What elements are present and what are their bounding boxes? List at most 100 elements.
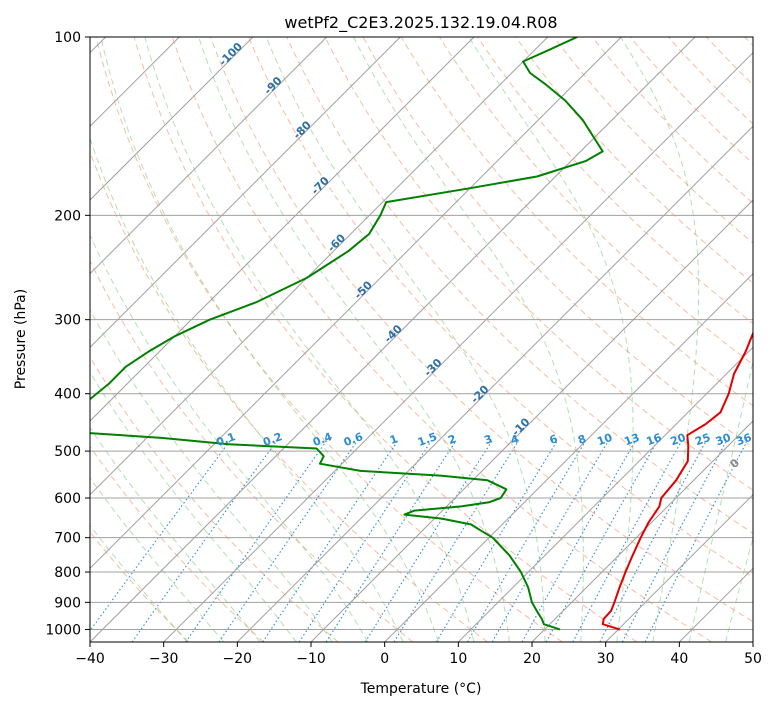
- isotherm-line: [384, 272, 753, 642]
- mixing-ratio-line: [364, 440, 493, 642]
- moist-adiabat-line: [353, 37, 584, 642]
- chart-title: wetPf2_C2E3.2025.132.19.04.R08: [284, 13, 557, 33]
- moist-adiabat-line: [725, 536, 753, 642]
- isotherm-line: [236, 125, 753, 642]
- isotherm-line: [678, 567, 753, 642]
- x-tick-label: 40: [670, 651, 688, 667]
- moist-adiabat-line: [90, 371, 297, 642]
- x-tick-label: −10: [296, 651, 326, 667]
- y-axis-label: Pressure (hPa): [13, 289, 29, 389]
- isotherm-line: [90, 37, 401, 349]
- mixing-ratio-label: 1: [388, 432, 400, 447]
- isotherm-line: [90, 37, 328, 275]
- mixing-ratio-line: [521, 440, 637, 642]
- y-tick-label: 600: [54, 491, 81, 507]
- y-tick-label: 400: [54, 387, 81, 403]
- profiles: [90, 37, 753, 631]
- dry-adiabat-line: [90, 150, 488, 642]
- mixing-ratio-label: 0.6: [342, 430, 365, 449]
- dry-adiabat-line: [171, 37, 712, 642]
- dry-adiabat-label: -50: [352, 278, 375, 301]
- dry-adiabat-line: [515, 37, 753, 284]
- mixing-ratio-line: [262, 440, 399, 642]
- moist-adiabat-label: 10: [762, 490, 775, 510]
- x-tick-label: 0: [380, 651, 389, 667]
- moist-adiabat-line: [620, 37, 700, 642]
- mixing-ratio-line: [185, 440, 328, 642]
- mixing-ratio-label: 0.2: [261, 430, 284, 449]
- mixing-ratio-line: [435, 440, 558, 642]
- y-tick-label: 200: [54, 208, 81, 224]
- moist-adiabat-line: [198, 37, 510, 642]
- mixing-ratio-label: 0.4: [311, 430, 334, 449]
- moist-adiabat-line: [90, 136, 404, 642]
- moist-adiabat-line: [688, 358, 753, 642]
- isoline-labels: -100-90-80-70-60-50-40-30-20-100.1 0.2 0.4…: [215, 40, 775, 510]
- mixing-ratio-label: 30: [714, 431, 733, 449]
- mixing-ratio-line: [545, 440, 659, 642]
- dry-adiabat-line: [591, 37, 753, 204]
- moist-adiabat-line: [90, 308, 333, 642]
- y-tick-label: 300: [54, 313, 81, 329]
- dry-adiabat-line: [629, 37, 753, 165]
- y-tick-label: 100: [54, 30, 81, 46]
- dry-adiabat-line: [248, 37, 753, 578]
- isotherm-line: [605, 493, 753, 642]
- mixing-ratio-label: 36: [734, 431, 753, 449]
- mixing-ratio-line: [599, 440, 707, 642]
- dewpoint-profile-line: [90, 37, 604, 631]
- y-axis: 100 200 300 400 500 600 700 800 900 1000: [45, 30, 90, 638]
- dry-adiabat-line: [400, 37, 753, 407]
- moist-adiabat-line: [90, 524, 188, 642]
- y-tick-label: 700: [54, 531, 81, 547]
- moist-adiabat-line: [90, 477, 225, 642]
- isotherm-line: [90, 37, 475, 422]
- mixing-ratio-label: 0.1: [215, 430, 238, 449]
- mixing-ratio-line: [393, 440, 520, 642]
- x-tick-label: 20: [523, 651, 541, 667]
- isotherm-line: [90, 37, 549, 496]
- mixing-ratio-label: 1.5: [416, 430, 439, 449]
- mixing-ratio-line: [298, 440, 432, 642]
- y-tick-label: 500: [54, 444, 81, 460]
- mixing-ratio-label: 13: [622, 431, 641, 448]
- dry-adiabat-label: -20: [468, 383, 491, 406]
- dry-adiabat-label: -60: [325, 231, 348, 254]
- dry-adiabat-label: -100: [216, 40, 245, 69]
- isotherm-line: [90, 37, 622, 570]
- mixing-ratio-line: [325, 440, 457, 642]
- mixing-ratio-line: [491, 440, 609, 642]
- mixing-ratio-line: [467, 440, 587, 642]
- x-tick-label: −20: [223, 651, 253, 667]
- grid-lines: [90, 37, 753, 642]
- dry-adiabat-line: [668, 37, 753, 125]
- moist-adiabat-line: [468, 37, 634, 642]
- x-tick-label: −40: [75, 651, 105, 667]
- isotherm-line: [163, 51, 753, 642]
- mixing-ratio-label: 10: [595, 431, 614, 449]
- dry-adiabat-line: [90, 259, 414, 642]
- dry-adiabat-label: -40: [382, 322, 405, 345]
- y-tick-label: 900: [54, 595, 81, 611]
- dry-adiabat-label: -70: [309, 174, 332, 197]
- dry-adiabat-line: [90, 445, 264, 642]
- moist-adiabat-line: [762, 37, 775, 642]
- x-axis: −40 −30 −20 −10 0 10 20 30 40 50: [75, 642, 762, 667]
- dry-adiabat-line: [477, 37, 753, 325]
- mixing-ratio-label: 6: [548, 432, 560, 447]
- mixing-ratio-line: [131, 440, 278, 642]
- x-tick-label: 30: [597, 651, 615, 667]
- dry-adiabat-line: [324, 37, 753, 491]
- isotherm-line: [457, 346, 753, 642]
- mixing-ratio-label: 3: [482, 432, 494, 447]
- x-axis-label: Temperature (°C): [360, 681, 482, 697]
- x-tick-label: −30: [149, 651, 179, 667]
- y-tick-label: 800: [54, 565, 81, 581]
- isotherm-line: [752, 641, 753, 642]
- dry-adiabat-line: [210, 37, 753, 623]
- mixing-ratio-label: 4: [509, 432, 521, 447]
- isotherm-line: [90, 37, 254, 201]
- isotherm-line: [531, 420, 753, 642]
- dry-adiabat-line: [133, 37, 638, 642]
